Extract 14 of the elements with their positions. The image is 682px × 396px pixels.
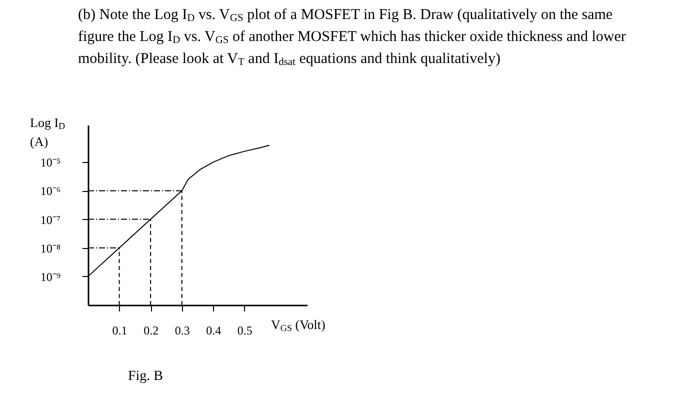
- text: Fig. B: [128, 369, 164, 385]
- y-tick-label: 10⁻⁹: [40, 270, 60, 284]
- y-tick-label: 10⁻⁶: [40, 184, 60, 198]
- x-tick-label: 0.1: [112, 324, 128, 338]
- y-tick-label: 10⁻⁷: [40, 212, 60, 227]
- x-tick-label: 0.3: [174, 324, 190, 338]
- chart-title: (b) Note the Log I$_{D}$ vs. V$_{GS}$ plot of a MOSFET in Fig B. Draw (qualitatively on the same figure the Log I$_{D}$ vs. V$_{GS}$ of another MOSFET which has thicker oxide thickness and lower mobility. (Please look at V$_{T}$ and I$_{dsat}$ equations and think qualitatively): [78, 7, 626, 68]
- x-tick-label: 0.5: [237, 324, 252, 338]
- x-tick-label: 0.2: [144, 324, 159, 338]
- y-tick-label: 10⁻⁸: [40, 241, 60, 256]
- y-axis-title: Log I$_{D}$ (A): [30, 115, 66, 149]
- x-tick-label: 0.4: [206, 324, 222, 338]
- x-axis-title: V$_{GS}$ (Volt): [271, 317, 326, 333]
- y-tick-label: 10⁻⁵: [40, 156, 60, 170]
